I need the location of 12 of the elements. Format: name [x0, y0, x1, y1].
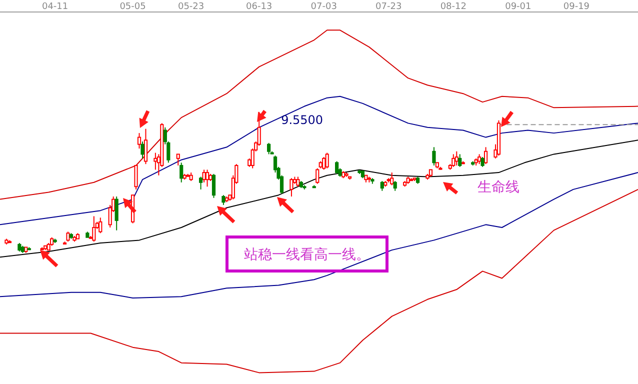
x-tick-label: 05-05 [120, 2, 146, 12]
x-tick-label: 04-11 [42, 2, 68, 12]
annotation: 站稳一线看高一线。 [244, 247, 370, 263]
x-tick-label: 05-23 [178, 2, 204, 12]
x-tick-label: 09-19 [563, 2, 590, 12]
x-tick-label: 09-01 [505, 2, 532, 12]
x-tick-label: 06-13 [246, 2, 272, 12]
annotation: 9.5500 [281, 112, 324, 127]
x-tick-label: 07-23 [376, 2, 402, 12]
annotation: 生命线 [477, 179, 520, 196]
x-tick-label: 07-03 [310, 2, 337, 12]
x-tick-label: 08-12 [440, 2, 466, 12]
